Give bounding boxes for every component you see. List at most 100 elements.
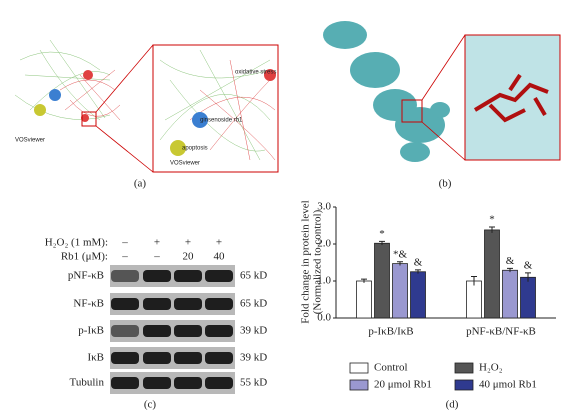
blot-band <box>143 298 171 310</box>
zoom-line <box>421 34 466 101</box>
condition-label: H₂O₂ (1 mM): <box>45 237 108 249</box>
panel-label: (b) <box>439 178 452 190</box>
blot-band <box>111 270 139 282</box>
legend-label: H₂O₂ <box>479 362 503 374</box>
blot-band <box>143 352 171 364</box>
row-label: IκB <box>87 352 104 364</box>
zoom-line <box>95 125 154 173</box>
error-bar <box>361 278 367 283</box>
blot-band <box>205 270 233 282</box>
blot-band <box>205 325 233 337</box>
row-label: p-IκB <box>78 325 104 337</box>
error-bar <box>397 261 403 266</box>
error-bar <box>471 276 477 286</box>
y-axis-label: (Normalized to control) <box>312 209 324 314</box>
blot-strip <box>110 293 235 315</box>
blot-strip <box>110 347 235 369</box>
condition-value: – <box>153 251 160 263</box>
network <box>14 39 276 161</box>
legend-swatch <box>454 379 474 391</box>
error-bar <box>489 226 495 233</box>
legend-swatch <box>349 379 369 391</box>
y-tick-label: 3.0 <box>317 201 331 213</box>
blot-band <box>143 325 171 337</box>
blot-band <box>174 298 202 310</box>
zoom-box <box>401 99 423 123</box>
blot-band <box>143 377 171 389</box>
legend-label: 40 μmol Rb1 <box>479 379 537 391</box>
significance: & <box>524 259 533 271</box>
zoom-frame <box>152 44 279 173</box>
blot-band <box>205 377 233 389</box>
y-tick-label: 1.0 <box>317 275 331 287</box>
condition-value: + <box>216 237 222 249</box>
condition-value: 20 <box>183 251 195 263</box>
bar <box>374 242 390 319</box>
y-tick-label: 0.0 <box>317 312 331 324</box>
blot-strip <box>110 265 235 287</box>
node-label: apoptosis <box>182 146 208 152</box>
node <box>49 89 61 101</box>
blot-band <box>143 270 171 282</box>
condition-value: 40 <box>214 251 226 263</box>
error-bar <box>415 269 421 274</box>
blot-strip <box>110 320 235 342</box>
zoom-line <box>421 121 466 161</box>
blot-band <box>205 298 233 310</box>
zoom-box <box>81 111 97 127</box>
node <box>170 140 186 156</box>
error-bar <box>525 272 531 282</box>
significance: * <box>489 214 495 226</box>
bar <box>356 280 372 319</box>
y-axis-label: Fold change in protein level <box>300 200 312 323</box>
legend-swatch <box>454 362 474 374</box>
legend-label: 20 μmol Rb1 <box>374 379 432 391</box>
blot-band <box>111 325 139 337</box>
blot-strip <box>110 372 235 394</box>
bar <box>466 280 482 319</box>
band-size: 65 kD <box>240 298 267 310</box>
blot-band <box>111 298 139 310</box>
x-tick-label: pNF-κB/NF-κB <box>466 326 536 338</box>
node-label: oxidative stress <box>235 70 276 76</box>
significance: *& <box>393 248 408 260</box>
bar <box>502 269 518 319</box>
blot-band <box>174 352 202 364</box>
protein <box>323 21 450 162</box>
panel-label: (d) <box>446 399 459 411</box>
legend-swatch <box>349 362 369 374</box>
blot-band <box>174 270 202 282</box>
blot-band <box>174 325 202 337</box>
condition-value: + <box>185 237 191 249</box>
bar <box>520 276 536 319</box>
row-label: Tubulin <box>70 377 105 389</box>
band-size: 39 kD <box>240 352 267 364</box>
ligand <box>473 73 549 123</box>
legend-label: Control <box>374 362 408 374</box>
node <box>83 70 93 80</box>
x-tick-label: p-IκB/IκB <box>368 326 413 338</box>
blot-band <box>111 377 139 389</box>
row-label: NF-κB <box>73 298 104 310</box>
panel-label: (a) <box>134 178 147 190</box>
condition-label: Rb1 (μM): <box>61 251 108 263</box>
node-label: ginsenoside rb1 <box>200 118 243 124</box>
bar <box>484 229 500 319</box>
y-tick-label: 2.0 <box>317 238 331 250</box>
condition-value: – <box>121 237 128 249</box>
condition-value: – <box>121 251 128 263</box>
node <box>81 114 89 122</box>
condition-value: + <box>154 237 160 249</box>
bar <box>392 263 408 319</box>
panel-label: (c) <box>144 399 157 411</box>
band-size: 65 kD <box>240 270 267 282</box>
band-size: 39 kD <box>240 325 267 337</box>
zoom-line <box>95 44 154 113</box>
blot-band <box>205 352 233 364</box>
row-label: pNF-κB <box>68 270 104 282</box>
bar <box>410 271 426 319</box>
band-size: 55 kD <box>240 377 267 389</box>
node <box>264 69 276 81</box>
